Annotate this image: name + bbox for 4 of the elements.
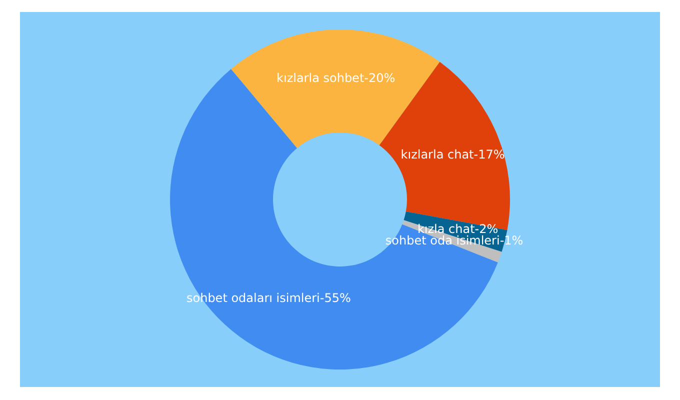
donut-slice [231, 30, 440, 148]
slice-label: sohbet odaları isimleri-55% [186, 290, 351, 305]
slice-label: kızlarla sohbet-20% [276, 71, 396, 86]
slice-label: kızlarla chat-17% [400, 147, 505, 162]
